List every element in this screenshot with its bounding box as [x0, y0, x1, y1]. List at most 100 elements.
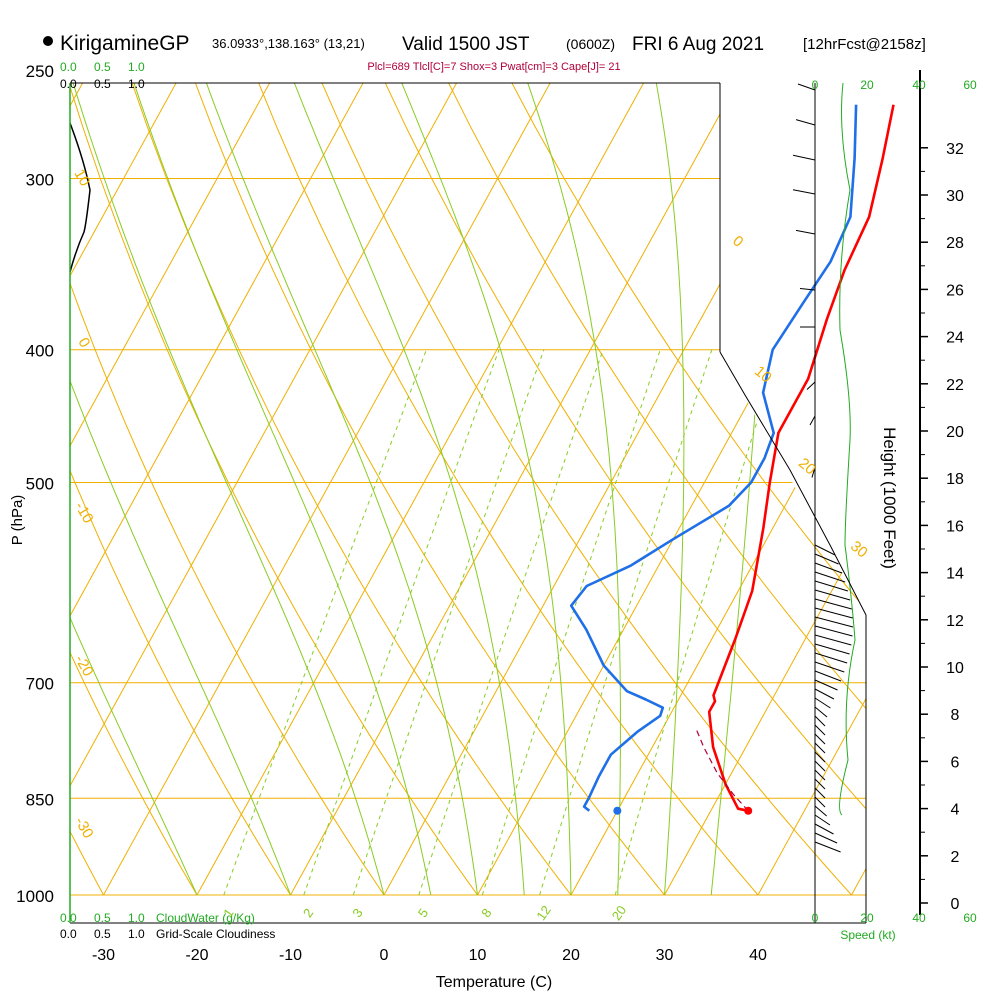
wind-speed-profile [839, 82, 856, 816]
pressure-tick-label: 400 [26, 342, 54, 361]
mixing-ratio-line [352, 349, 545, 896]
dry-adiabat-label: 30 [847, 538, 871, 562]
dry-adiabat-label: 0 [74, 335, 93, 351]
wind-speed-tick-bottom-0: 0 [812, 911, 819, 925]
cloudiness-tick-top-2: 1.0 [128, 77, 145, 91]
cloudiness-line [69, 122, 91, 273]
station-bullet-icon [43, 36, 53, 46]
height-tick-label: 24 [946, 330, 964, 347]
dry-adiabat-label: -10 [71, 499, 97, 526]
x-tick-label: 0 [380, 947, 389, 964]
dry-adiabat-line [441, 83, 866, 896]
isotherm-line [70, 83, 465, 896]
wind-barb-dense [814, 787, 826, 799]
height-tick-label: 26 [946, 282, 964, 299]
wind-barb-dense [814, 580, 849, 592]
wind-barb-dense [814, 778, 826, 790]
mixing-ratio-label: 3 [349, 906, 365, 921]
mixing-ratio-line [223, 349, 427, 896]
dry-adiabat-line [504, 83, 866, 896]
isotherm-line [70, 83, 184, 896]
wind-barb-flag [795, 119, 816, 126]
pressure-tick-label: 300 [26, 171, 54, 190]
cloudwater-tick-bottom-0: 0.0 [60, 911, 77, 925]
dry-adiabat-label: 10 [751, 363, 775, 387]
pressure-tick-label: 700 [26, 675, 54, 694]
x-tick-label: -10 [279, 947, 302, 964]
wind-speed-tick-bottom-3: 60 [963, 911, 977, 925]
station-name: KirigamineGP [60, 32, 190, 55]
mixing-ratio-line [481, 349, 661, 896]
isotherm-line [70, 83, 371, 896]
moist-adiabat-line [70, 83, 291, 896]
wind-barb-dense [814, 670, 842, 682]
isotherm-line [664, 83, 866, 896]
wind-speed-tick-top-0: 0 [812, 78, 819, 92]
valid-utc: (0600Z) [566, 36, 615, 52]
mixing-ratio-label: 5 [415, 906, 431, 921]
mixing-ratio-label: 12 [533, 903, 554, 923]
cloudiness-tick-bottom-2: 1.0 [128, 927, 145, 941]
wind-barb-dense [814, 661, 845, 673]
x-tick-label: 20 [562, 947, 580, 964]
wind-barb-dense [814, 616, 854, 628]
temperature-line [707, 104, 895, 813]
isotherm-line [757, 83, 866, 896]
cloudwater-tick-top-2: 1.0 [128, 60, 145, 74]
moist-adiabat-line [201, 83, 478, 896]
mixing-ratio-label: 20 [609, 903, 630, 923]
wind-speed-tick-top-2: 40 [912, 78, 926, 92]
surface-dewpoint-dot [613, 806, 622, 815]
station-coords: 36.0933°,138.163° (13,21) [212, 36, 365, 51]
dry-adiabat-line [127, 83, 572, 896]
wind-barb-dense [814, 760, 826, 772]
moist-adiabat-line [129, 83, 432, 896]
height-tick-label: 30 [946, 188, 964, 205]
pressure-tick-label: 500 [26, 475, 54, 494]
height-axis-label: Height (1000 Feet) [880, 427, 899, 569]
dry-adiabat-line [70, 83, 198, 896]
height-tick-label: 28 [946, 235, 964, 252]
height-tick-label: 8 [951, 707, 960, 724]
wind-barb-dense [814, 805, 827, 817]
wind-barb-dense [814, 715, 826, 727]
y-axis-label: P (hPa) [9, 495, 26, 546]
wind-barb [795, 119, 816, 153]
wind-barb-dense [814, 841, 841, 853]
height-tick-label: 20 [946, 424, 964, 441]
wind-barb [797, 83, 816, 118]
wind-barb-dense [814, 643, 850, 655]
wind-barb-dense [814, 553, 839, 565]
moist-adiabat-line [522, 83, 621, 895]
height-tick-label: 2 [951, 849, 960, 866]
x-axis-label: Temperature (C) [436, 974, 552, 991]
dry-adiabat-label: -30 [71, 814, 97, 841]
wind-barb-dense [814, 679, 838, 691]
x-tick-label: -20 [185, 947, 208, 964]
dry-adiabat-label: 0 [729, 232, 746, 250]
wind-barb [811, 466, 816, 495]
wind-barb-dense [814, 751, 826, 763]
cloudiness-tick-top-0: 0.0 [60, 77, 77, 91]
sounding-series [569, 104, 895, 815]
pressure-tick-label: 250 [26, 62, 54, 81]
wind-barb-dense [814, 769, 826, 781]
cloudiness-tick-top-1: 0.5 [94, 77, 111, 91]
cloudwater-tick-top-0: 0.0 [60, 60, 77, 74]
dry-adiabat-label: -20 [71, 652, 97, 679]
cloudiness-tick-bottom-0: 0.0 [60, 927, 77, 941]
x-tick-label: 10 [469, 947, 487, 964]
frame-right-skew [719, 351, 867, 923]
cloudiness-label: Grid-Scale Cloudiness [156, 927, 275, 941]
wind-speed-label: Speed (kt) [840, 928, 895, 942]
height-tick-label: 18 [946, 471, 964, 488]
wind-barb-dense [814, 652, 848, 664]
wind-barb [792, 154, 816, 188]
valid-date: FRI 6 Aug 2021 [632, 34, 764, 55]
dry-adiabat-line [252, 83, 759, 896]
moist-adiabat-line [70, 83, 385, 896]
mixing-ratio-line [614, 349, 781, 896]
wind-barb [800, 326, 816, 355]
wind-barb-dense [814, 598, 852, 610]
